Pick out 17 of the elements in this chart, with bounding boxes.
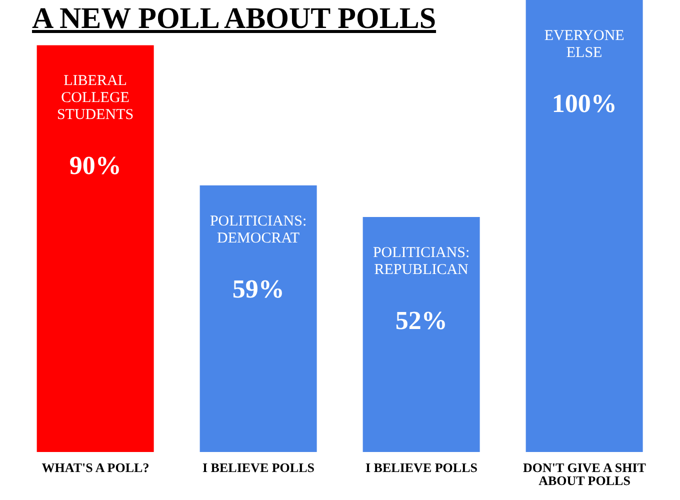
bar [200, 185, 317, 452]
annotation: POLITICIANS: REPUBLICAN [372, 244, 470, 278]
x-tick-label: WHAT'S A POLL? [42, 460, 150, 475]
x-tick-label: DON'T GIVE A SHIT ABOUT POLLS [523, 460, 646, 488]
x-tick-label: I BELIEVE POLLS [202, 460, 314, 475]
data-label: 100% [552, 89, 617, 118]
annotation: EVERYONE ELSE [544, 28, 624, 61]
data-label: 90% [69, 151, 122, 180]
annotation: POLITICIANS: DEMOCRAT [210, 213, 307, 246]
bar [526, 0, 643, 452]
chart-title: A NEW POLL ABOUT POLLS [32, 2, 436, 36]
x-tick-label: I BELIEVE POLLS [366, 460, 478, 475]
data-label: 59% [232, 274, 284, 304]
bar [362, 216, 480, 452]
annotation: LIBERAL COLLEGE STUDENTS [56, 73, 134, 124]
bar [36, 45, 154, 452]
data-label: 52% [395, 306, 448, 335]
